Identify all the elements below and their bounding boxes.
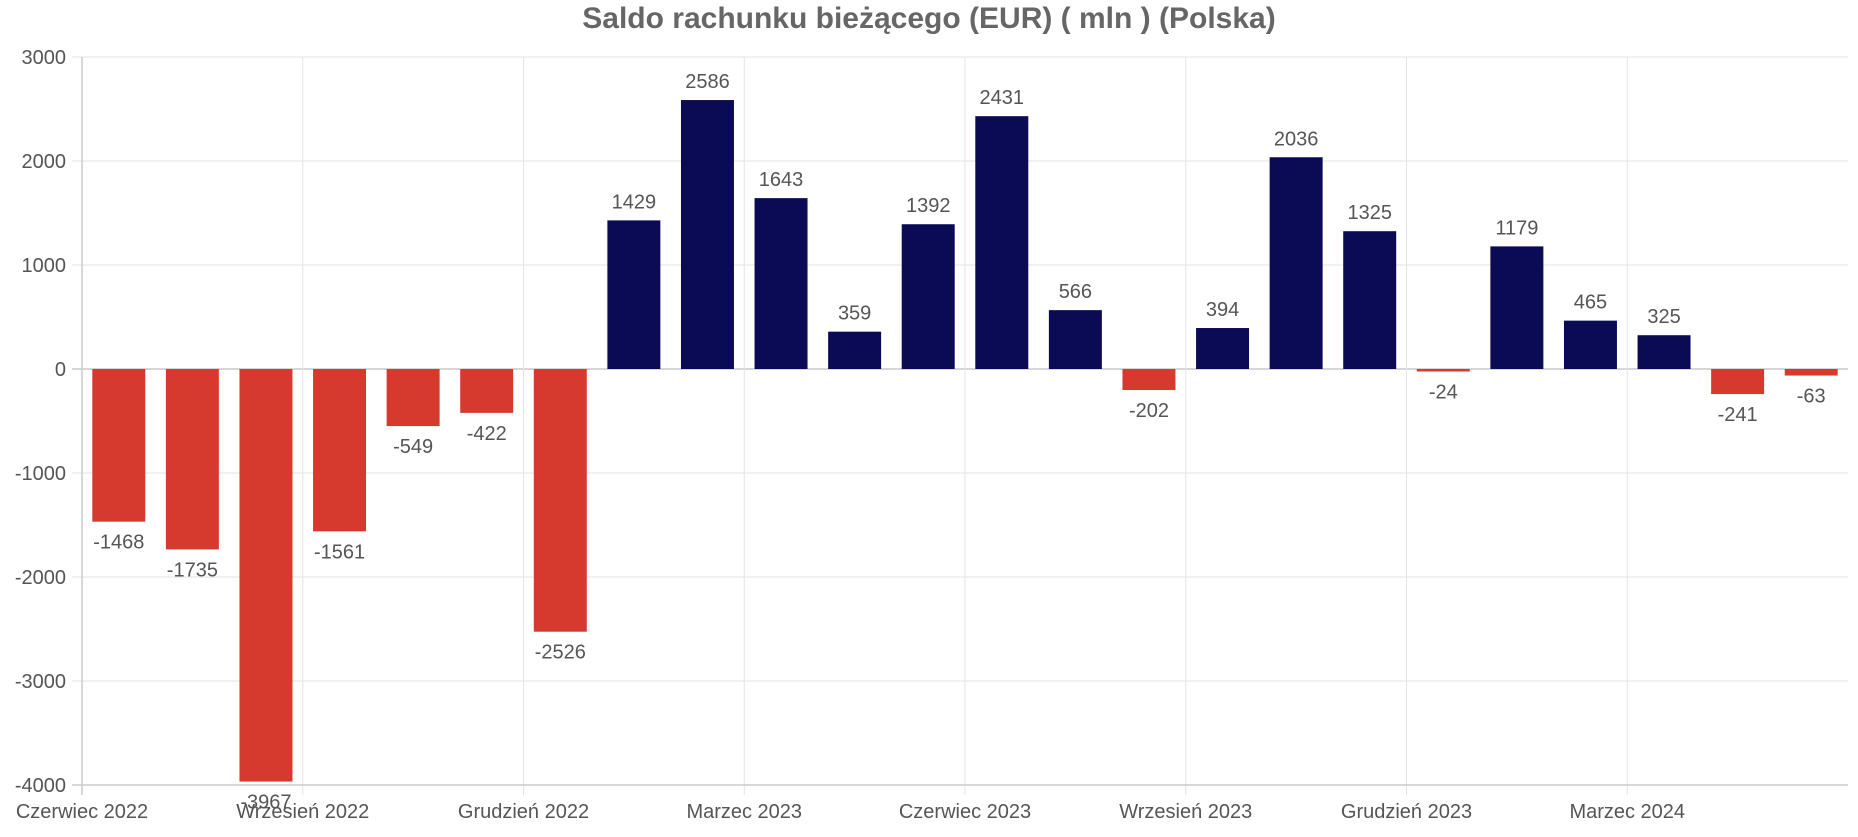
bar[interactable]: [386, 369, 440, 427]
bar[interactable]: [313, 369, 367, 532]
bar[interactable]: [1343, 231, 1397, 369]
chart-title: Saldo rachunku bieżącego (EUR) ( mln ) (…: [582, 2, 1275, 35]
data-label: -3967: [240, 792, 291, 814]
bar[interactable]: [754, 198, 808, 369]
x-tick-label: Czerwiec 2023: [899, 801, 1031, 823]
y-tick-label: -3000: [15, 671, 66, 693]
y-tick-label: 0: [55, 359, 66, 381]
y-tick-label: 2000: [22, 151, 67, 173]
x-tick-label: Grudzień 2022: [458, 801, 589, 823]
bar[interactable]: [92, 369, 146, 522]
data-label: 465: [1574, 292, 1607, 314]
bar[interactable]: [1637, 335, 1691, 369]
bar[interactable]: [1490, 246, 1544, 369]
bar[interactable]: [460, 369, 514, 413]
x-tick-label: Marzec 2024: [1569, 801, 1685, 823]
grid-lines: [72, 56, 1848, 795]
y-tick-label: -4000: [15, 775, 66, 797]
bar[interactable]: [1048, 310, 1102, 369]
data-label: 1429: [612, 191, 657, 213]
bar[interactable]: [680, 100, 734, 369]
bars: [92, 100, 1838, 782]
x-tick-label: Wrzesień 2022: [236, 801, 369, 823]
bar[interactable]: [239, 369, 293, 782]
x-axis-ticks: Czerwiec 2022 Wrzesień 2022 Grudzień 2022 M…: [16, 801, 1685, 823]
data-label: -63: [1797, 386, 1826, 408]
bar[interactable]: [1711, 369, 1765, 395]
y-tick-label: -2000: [15, 567, 66, 589]
bar[interactable]: [1784, 369, 1838, 376]
y-tick-label: 1000: [22, 255, 67, 277]
bar[interactable]: [1563, 320, 1617, 369]
bar[interactable]: [828, 331, 882, 369]
y-axis-ticks: 3000 2000 1000 0 -1000 -2000 -3000 -4000: [15, 47, 66, 797]
data-label: 394: [1206, 299, 1239, 321]
bar[interactable]: [607, 220, 661, 369]
bar[interactable]: [1269, 157, 1323, 369]
data-label: -24: [1429, 381, 1458, 403]
data-label: 1392: [906, 195, 951, 217]
data-label: 1179: [1495, 217, 1538, 239]
data-label: -2526: [535, 642, 586, 664]
data-label: -241: [1718, 404, 1758, 426]
x-tick-label: Wrzesień 2023: [1119, 801, 1252, 823]
data-label: 2431: [980, 87, 1025, 109]
data-label: 566: [1059, 281, 1092, 303]
data-label: -202: [1129, 400, 1169, 422]
data-label: -422: [467, 423, 507, 445]
bar[interactable]: [165, 369, 219, 550]
data-label: -1561: [314, 541, 365, 563]
bar[interactable]: [1196, 328, 1250, 369]
y-tick-label: 3000: [22, 47, 67, 69]
data-label: 1643: [759, 169, 804, 191]
x-tick-label: Grudzień 2023: [1341, 801, 1472, 823]
data-label: -549: [393, 436, 433, 458]
data-label: -1735: [167, 559, 218, 581]
data-labels: -1468 -1735 -3967 -1561 -549 -422 -2526 1429 258…: [93, 71, 1825, 814]
data-label: -1468: [93, 532, 144, 554]
data-label: 359: [838, 303, 871, 325]
data-label: 325: [1647, 306, 1680, 328]
data-label: 2036: [1274, 128, 1319, 150]
bar[interactable]: [533, 369, 587, 632]
x-tick-label: Marzec 2023: [686, 801, 802, 823]
x-tick-label: Czerwiec 2022: [16, 801, 148, 823]
bar[interactable]: [1122, 369, 1176, 391]
bar[interactable]: [901, 224, 955, 369]
bar[interactable]: [1416, 369, 1470, 372]
data-label: 1325: [1347, 202, 1392, 224]
bar[interactable]: [975, 116, 1029, 370]
data-label: 2586: [685, 71, 730, 93]
y-tick-label: -1000: [15, 463, 66, 485]
